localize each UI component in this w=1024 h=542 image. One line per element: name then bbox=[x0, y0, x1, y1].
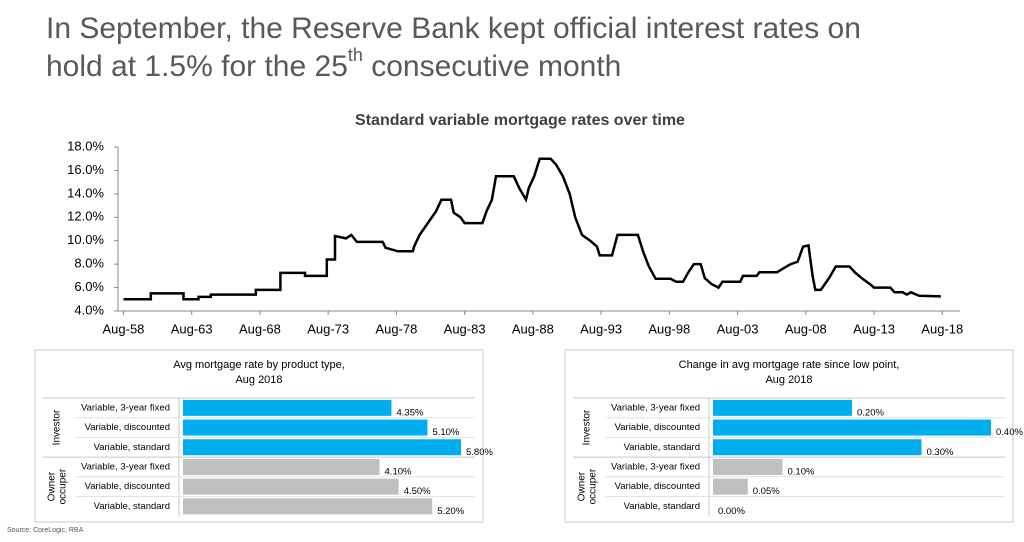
x-tick-label: Aug-03 bbox=[717, 321, 759, 336]
x-tick-label: Aug-68 bbox=[239, 321, 281, 336]
rate-line bbox=[123, 157, 941, 301]
x-tick-label: Aug-83 bbox=[444, 321, 486, 336]
value-label: 0.20% bbox=[857, 407, 884, 418]
x-tick-label: Aug-58 bbox=[102, 321, 144, 336]
x-tick-label: Aug-73 bbox=[307, 321, 349, 336]
category-label: Variable, standard bbox=[624, 442, 700, 453]
category-label: Variable, standard bbox=[624, 501, 700, 512]
x-tick-label: Aug-63 bbox=[171, 321, 213, 336]
bar bbox=[183, 439, 461, 456]
group-label-line: Owner bbox=[46, 471, 57, 501]
x-tick-label: Aug-08 bbox=[785, 321, 827, 336]
group-label: Owneroccuper bbox=[46, 468, 68, 504]
bar bbox=[713, 478, 748, 495]
category-label: Variable, standard bbox=[94, 501, 170, 512]
category-label: Variable, 3-year fixed bbox=[81, 461, 170, 472]
group-label: Investor bbox=[582, 409, 593, 445]
slide-title: In September, the Reserve Bank kept offi… bbox=[46, 12, 861, 45]
group-label-line: occuper bbox=[587, 468, 598, 504]
x-tick-label: Aug-13 bbox=[853, 321, 895, 336]
bar bbox=[183, 498, 433, 515]
value-label: 5.80% bbox=[466, 447, 493, 458]
group-label: Investor bbox=[52, 409, 63, 445]
value-label: 5.10% bbox=[432, 427, 459, 438]
category-label: Variable, 3-year fixed bbox=[81, 402, 170, 413]
y-tick-label: 4.0% bbox=[74, 302, 104, 317]
value-label: 0.10% bbox=[788, 466, 815, 477]
category-label: Variable, discounted bbox=[615, 481, 700, 492]
source: Source: CoreLogic, RBA bbox=[7, 527, 84, 534]
x-tick-label: Aug-88 bbox=[512, 321, 554, 336]
panel-title: Aug 2018 bbox=[235, 374, 282, 386]
panel bbox=[34, 349, 484, 523]
bar bbox=[713, 419, 991, 436]
bar bbox=[713, 399, 852, 416]
slide-title-2: hold at 1.5% for the 25th consecutive mo… bbox=[46, 45, 621, 83]
value-label: 5.20% bbox=[437, 506, 464, 517]
value-label: 4.50% bbox=[404, 486, 431, 497]
x-tick-label: Aug-78 bbox=[375, 321, 417, 336]
group-label-line: occuper bbox=[57, 468, 68, 504]
bar bbox=[183, 478, 399, 495]
y-tick-label: 8.0% bbox=[74, 256, 104, 271]
y-tick-label: 10.0% bbox=[67, 232, 104, 247]
category-label: Variable, 3-year fixed bbox=[611, 461, 700, 472]
group-label: Owneroccuper bbox=[576, 468, 598, 504]
category-label: Variable, discounted bbox=[85, 481, 170, 492]
panel-title: Avg mortgage rate by product type, bbox=[173, 359, 345, 371]
x-tick-label: Aug-98 bbox=[648, 321, 690, 336]
bar bbox=[183, 458, 380, 475]
value-label: 0.00% bbox=[718, 506, 745, 517]
y-tick-label: 16.0% bbox=[67, 162, 104, 177]
y-tick-label: 18.0% bbox=[67, 138, 104, 153]
category-label: Variable, 3-year fixed bbox=[611, 402, 700, 413]
value-label: 4.35% bbox=[397, 407, 424, 418]
chart-title: Standard variable mortgage rates over ti… bbox=[355, 112, 685, 129]
x-tick-label: Aug-93 bbox=[580, 321, 622, 336]
bar bbox=[713, 458, 783, 475]
title-sup: th bbox=[348, 45, 363, 65]
value-label: 0.05% bbox=[753, 486, 780, 497]
bar bbox=[183, 399, 392, 416]
y-tick-label: 12.0% bbox=[67, 209, 104, 224]
category-label: Variable, discounted bbox=[615, 422, 700, 433]
y-tick-label: 6.0% bbox=[74, 279, 104, 294]
value-label: 0.30% bbox=[927, 447, 954, 458]
category-label: Variable, discounted bbox=[85, 422, 170, 433]
category-label: Variable, standard bbox=[94, 442, 170, 453]
value-label: 0.40% bbox=[996, 427, 1023, 438]
title-part-cont: hold at 1.5% for the 25 bbox=[46, 50, 348, 83]
y-tick-label: 14.0% bbox=[67, 185, 104, 200]
bar bbox=[183, 419, 428, 436]
value-label: 4.10% bbox=[385, 466, 412, 477]
x-tick-label: Aug-18 bbox=[921, 321, 963, 336]
panel bbox=[564, 349, 1014, 523]
panel-title: Aug 2018 bbox=[765, 374, 812, 386]
group-label-line: Owner bbox=[576, 471, 587, 501]
title-part: consecutive month bbox=[363, 50, 621, 83]
bar bbox=[713, 439, 922, 456]
panel-title: Change in avg mortgage rate since low po… bbox=[679, 359, 900, 371]
title-part: In September, the Reserve Bank kept offi… bbox=[46, 12, 861, 45]
